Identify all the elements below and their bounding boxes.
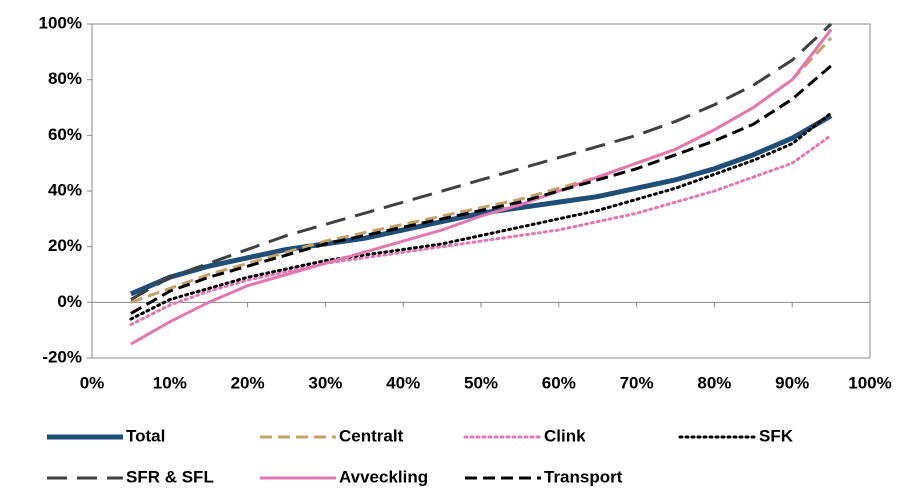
plot-frame (91, 23, 871, 359)
series-line (129, 111, 833, 321)
y-tick-label: 20% (48, 236, 82, 255)
legend-label: Clink (544, 426, 586, 445)
series-line (130, 36, 833, 304)
x-tick-label: 20% (231, 373, 265, 392)
y-tick-label: 0% (57, 292, 82, 311)
y-tick-label: 40% (48, 180, 82, 199)
y-tick-label: -20% (42, 347, 82, 366)
x-tick-label: 50% (464, 373, 498, 392)
legend-label: Total (126, 426, 165, 445)
x-tick-label: 40% (386, 373, 420, 392)
series-line (130, 64, 833, 315)
y-tick-label: 100% (39, 13, 82, 32)
y-tick-label: 80% (48, 69, 82, 88)
legend-label: Transport (544, 467, 623, 486)
legend-label: SFK (759, 426, 794, 445)
series-line (130, 28, 833, 346)
x-tick-label: 80% (697, 373, 731, 392)
legend-label: Avveckling (339, 467, 428, 486)
legend-label: SFR & SFL (126, 467, 214, 486)
x-tick-label: 10% (153, 373, 187, 392)
x-tick-label: 0% (80, 373, 105, 392)
x-tick-label: 70% (620, 373, 654, 392)
series-line (130, 22, 833, 301)
x-tick-label: 30% (308, 373, 342, 392)
y-tick-label: 60% (48, 125, 82, 144)
x-tick-label: 90% (775, 373, 809, 392)
legend-label: Centralt (339, 426, 404, 445)
x-tick-label: 100% (848, 373, 891, 392)
series-line (129, 113, 833, 297)
x-tick-label: 60% (542, 373, 576, 392)
series-line (129, 133, 833, 327)
